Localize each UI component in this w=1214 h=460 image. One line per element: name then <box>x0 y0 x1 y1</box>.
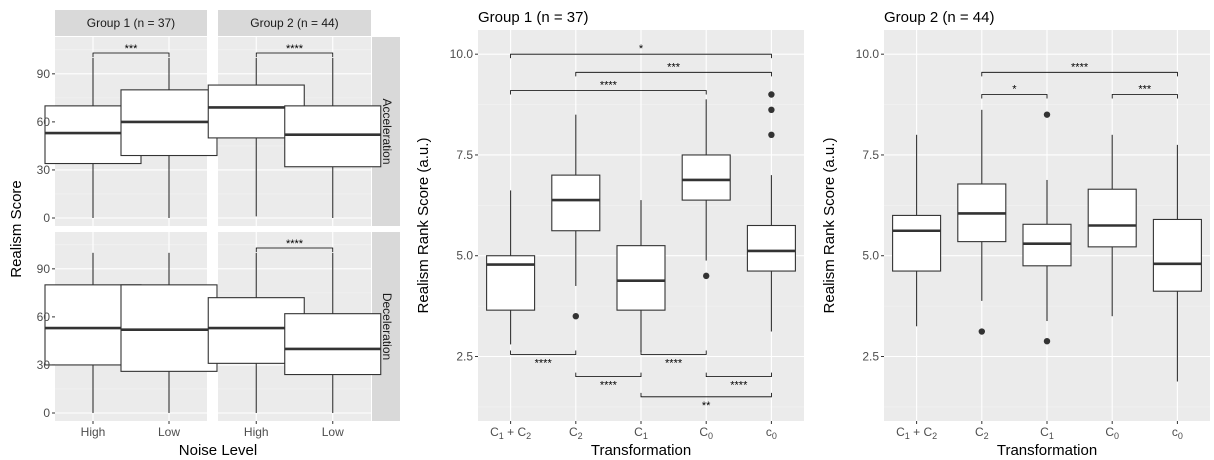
chart2-sig-label-0: * <box>639 43 644 55</box>
facet-3-xtick-label-1: Low <box>322 425 344 439</box>
chart2-sig-bracket-2 <box>510 90 707 95</box>
chart3-ytick-label-3: 10.0 <box>856 47 880 61</box>
chart3-y-axis-title: Realism Rank Score (a.u.) <box>821 138 838 314</box>
column-strip-0 <box>55 10 207 36</box>
chart3-sig-bracket-1 <box>981 94 1048 99</box>
chart3-sig-label-0: **** <box>1071 61 1089 73</box>
chart1-x-axis-title: Noise Level <box>179 442 257 459</box>
chart3-x-axis-title: Transformation <box>997 442 1097 459</box>
facet-0-sig-bracket-0 <box>92 52 170 58</box>
chart2-ytick-label-3: 10.0 <box>450 47 474 61</box>
chart2-sig-bracket-4 <box>575 372 642 378</box>
chart3-box-3-box <box>1087 188 1137 248</box>
chart3-sig-bracket-0 <box>981 71 1178 77</box>
row-strip-label-0: Acceleration <box>380 98 394 164</box>
chart2-ytick-label-1: 5.0 <box>456 249 473 263</box>
facet-0-sig-label-0: *** <box>125 43 139 55</box>
facet-1-sig-bracket-0 <box>255 52 334 58</box>
facet-3-sig-label-0: **** <box>286 238 304 250</box>
column-strip-label-1: Group 2 (n = 44) <box>250 16 338 30</box>
chart3-box-2-outlier-0 <box>1043 337 1051 345</box>
chart3-xtick-label-4: c0 <box>1172 425 1183 441</box>
chart2-sig-label-3: **** <box>535 357 553 369</box>
chart3-sig-bracket-2 <box>1111 94 1178 99</box>
chart2-y-axis-title: Realism Rank Score (a.u.) <box>415 138 432 314</box>
chart3-box-1-outlier-0 <box>978 328 985 335</box>
chart3-box-2-box <box>1022 223 1072 267</box>
chart2-xtick-label-1: C2 <box>569 425 583 441</box>
chart2-xtick-label-4: c0 <box>766 425 777 441</box>
facet-2-xtick-label-1: Low <box>158 425 180 439</box>
facet-3-box-1-box <box>284 313 382 376</box>
chart2-box-4-outlier-0 <box>768 131 775 139</box>
facet-2-ytick-label-3: 90 <box>37 262 51 276</box>
column-strip-label-0: Group 1 (n = 37) <box>87 16 175 30</box>
chart2-box-4-outlier-1 <box>768 106 775 114</box>
chart3-box-4-box <box>1152 218 1202 292</box>
facet-0-ytick-label-2: 60 <box>37 115 51 129</box>
chart2-sig-bracket-3 <box>510 350 577 355</box>
facet-0-ytick-label-0: 0 <box>43 211 50 225</box>
facet-3-sig-bracket-0 <box>255 247 334 253</box>
chart2-xtick-label-2: C1 <box>634 425 648 441</box>
chart3-ytick-label-1: 5.0 <box>862 249 879 263</box>
chart3-xtick-label-1: C2 <box>975 425 989 441</box>
chart3-xtick-label-0: C1 + C2 <box>896 425 937 441</box>
facet-0-ytick-label-1: 30 <box>37 163 51 177</box>
row-strip-label-1: Deceleration <box>380 293 394 360</box>
chart2-xtick-label-3: C0 <box>699 425 713 441</box>
chart3-sig-label-1: * <box>1012 83 1017 95</box>
chart2-sig-bracket-6 <box>705 372 772 378</box>
facet-2-box-1-box <box>120 284 218 372</box>
chart2-box-3-box <box>681 154 731 201</box>
chart2-box-3-outlier-0 <box>703 272 710 280</box>
chart2-sig-label-7: ** <box>702 400 711 412</box>
chart1-y-axis-title: Realism Score <box>8 180 25 278</box>
chart2-sig-label-5: **** <box>665 357 683 369</box>
chart3-box-0-box <box>892 214 942 272</box>
chart2-x-axis-title: Transformation <box>591 442 691 459</box>
facet-2-xtick-label-0: High <box>81 425 106 439</box>
chart2-box-1-outlier-0 <box>572 312 579 320</box>
chart2-xtick-label-0: C1 + C2 <box>490 425 531 441</box>
chart2-sig-bracket-0 <box>510 53 772 59</box>
facet-3-xtick-label-0: High <box>244 425 269 439</box>
chart2-sig-bracket-1 <box>575 71 772 77</box>
column-strip-1 <box>218 10 371 36</box>
chart3-xtick-label-3: C0 <box>1105 425 1119 441</box>
chart3-sig-label-2: *** <box>1138 83 1152 95</box>
chart3-title: Group 2 (n = 44) <box>884 9 994 26</box>
chart2-box-2-box <box>616 245 666 311</box>
chart2-sig-label-4: **** <box>600 380 618 392</box>
chart3-xtick-label-2: C1 <box>1040 425 1054 441</box>
facet-2-ytick-label-0: 0 <box>43 406 50 420</box>
chart3-ytick-label-2: 7.5 <box>862 148 879 162</box>
chart3-ytick-label-0: 2.5 <box>862 350 879 364</box>
chart2-sig-bracket-5 <box>640 350 707 355</box>
facet-2-ytick-label-1: 30 <box>37 358 51 372</box>
facet-0-ytick-label-3: 90 <box>37 67 51 81</box>
facet-2-ytick-label-2: 60 <box>37 310 51 324</box>
chart2-sig-bracket-7 <box>640 392 772 398</box>
chart2-box-4-outlier-2 <box>768 91 775 98</box>
chart2-ytick-label-0: 2.5 <box>456 350 473 364</box>
chart2-box-4-box <box>746 224 796 272</box>
chart3-box-2-outlier-1 <box>1043 111 1051 118</box>
chart2-sig-label-6: **** <box>730 380 748 392</box>
chart2-box-1-box <box>551 174 601 232</box>
chart2-sig-label-2: **** <box>600 79 618 91</box>
chart2-title: Group 1 (n = 37) <box>478 9 588 26</box>
chart2-sig-label-1: *** <box>667 61 681 73</box>
chart2-ytick-label-2: 7.5 <box>456 148 473 162</box>
facet-1-sig-label-0: **** <box>286 43 304 55</box>
facet-1-box-1-box <box>284 105 382 168</box>
